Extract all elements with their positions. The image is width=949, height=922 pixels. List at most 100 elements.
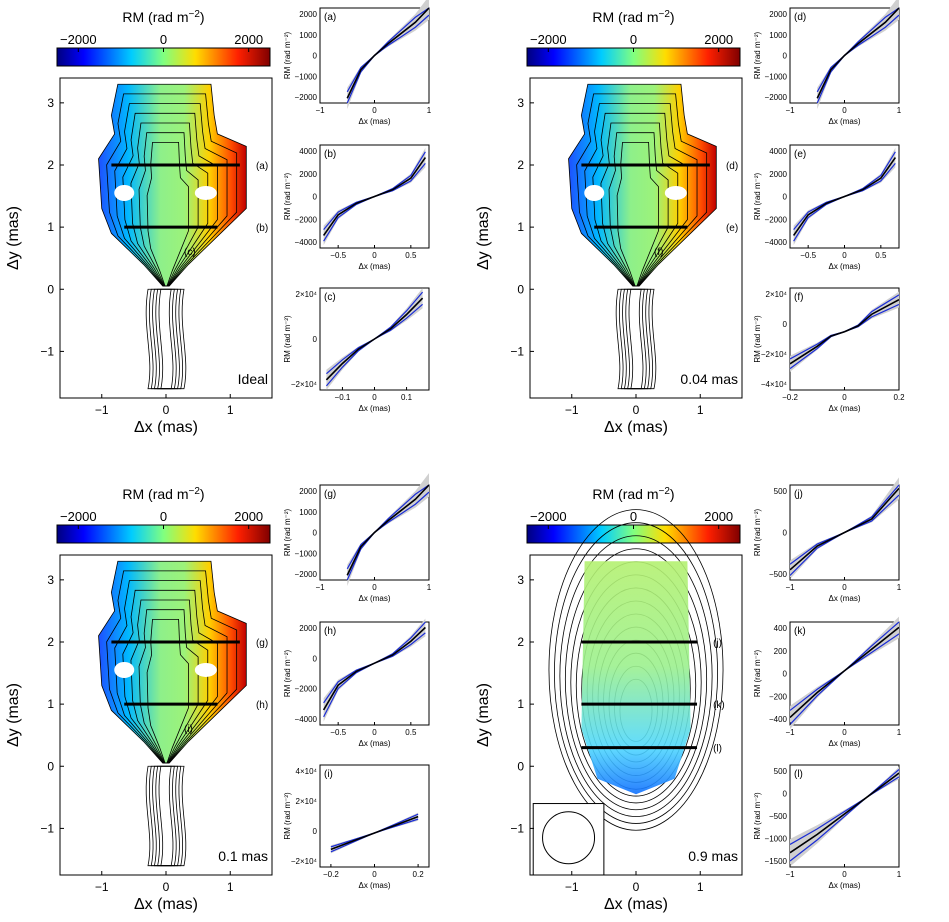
colorbar-label: RM (rad m−2) bbox=[592, 486, 674, 503]
y-tick-label: −1500 bbox=[765, 857, 788, 866]
rm-profile-blue bbox=[816, 7, 900, 104]
uncertainty-band bbox=[347, 473, 429, 586]
contour bbox=[114, 580, 228, 764]
rm-profile-blue bbox=[789, 769, 900, 862]
y-tick-label: 2000 bbox=[299, 10, 317, 19]
y-axis-label: RM (rad m⁻²) bbox=[283, 509, 292, 557]
x-tick-label: 1 bbox=[697, 403, 704, 417]
y-tick-label: 2000 bbox=[769, 10, 787, 19]
rm-model-line bbox=[789, 772, 900, 854]
subplot-label: (a) bbox=[324, 12, 336, 23]
x-tick-label: −1 bbox=[315, 106, 325, 115]
x-tick-label: 1 bbox=[427, 106, 432, 115]
x-tick-label: −0.5 bbox=[800, 251, 816, 260]
x-axis-label: Δx (mas) bbox=[828, 594, 860, 603]
x-tick-label: 0 bbox=[372, 728, 377, 737]
cut-label: (b) bbox=[256, 223, 268, 234]
y-tick-label: −2000 bbox=[295, 215, 318, 224]
x-tick-label: −1 bbox=[785, 106, 795, 115]
y-tick-label: 0 bbox=[783, 320, 788, 329]
x-tick-label: 0 bbox=[163, 880, 170, 894]
x-tick-label: −0.5 bbox=[330, 251, 346, 260]
x-tick-label: 1 bbox=[897, 106, 902, 115]
contour bbox=[592, 112, 688, 287]
y-tick-label: 1 bbox=[47, 220, 54, 234]
subplot-label: (g) bbox=[324, 489, 336, 500]
y-tick-label: −1 bbox=[510, 344, 524, 358]
colorbar-tick-label: −2000 bbox=[530, 32, 567, 47]
y-tick-label: −2000 bbox=[295, 685, 318, 694]
x-tick-label: 1 bbox=[897, 728, 902, 737]
y-tick-label: 0 bbox=[313, 654, 318, 663]
subplot-label: (l) bbox=[794, 769, 803, 780]
y-tick-label: 2 bbox=[47, 158, 54, 172]
rm-profile-blue bbox=[789, 776, 900, 845]
y-tick-label: 0 bbox=[517, 282, 524, 296]
x-tick-label: 0 bbox=[633, 880, 640, 894]
y-tick-label: 1 bbox=[47, 697, 54, 711]
x-axis-label: Δx (mas) bbox=[358, 117, 390, 126]
contour bbox=[554, 522, 718, 824]
contour bbox=[600, 122, 679, 287]
y-tick-label: 0 bbox=[313, 52, 318, 61]
y-axis-label: Δy (mas) bbox=[475, 683, 492, 747]
subplot-h: (h) −0.5 0 0.5 2000 0 −2000 −4000 Δx (mas) RM (ra… bbox=[283, 618, 430, 748]
y-tick-label: −4000 bbox=[295, 238, 318, 247]
y-axis-label: RM (rad m⁻²) bbox=[753, 173, 762, 221]
y-tick-label: 0 bbox=[783, 52, 788, 61]
colorbar-label: RM (rad m−2) bbox=[122, 486, 204, 503]
cut-label: (c) bbox=[184, 247, 196, 258]
subplot-k: (k) −1 0 1 400 200 0 −200 −400 Δx (mas) RM (rad m⁻… bbox=[753, 616, 902, 748]
x-axis-label: Δx (mas) bbox=[358, 594, 390, 603]
counterjet-contour bbox=[145, 765, 187, 867]
subplot-a: (a) −1 0 1 2000 1000 0 −1000 −2000 Δx (mas) RM (ra… bbox=[283, 0, 432, 126]
subplot-b: (b) −0.5 0 0.5 4000 2000 0 −2000 −4000 Δx (mas) RM… bbox=[283, 144, 430, 271]
subplot-l: (l) −1 0 1 500 0 −500 −1000 −1500 Δx (mas) RM (rad… bbox=[753, 764, 902, 890]
counterjet-contour bbox=[145, 288, 187, 390]
y-tick-label: −500 bbox=[769, 570, 788, 579]
x-tick-label: 0 bbox=[372, 106, 377, 115]
contour bbox=[146, 618, 189, 764]
y-tick-label: 3 bbox=[47, 573, 54, 587]
y-tick-label: 2×10⁴ bbox=[766, 290, 788, 299]
subplot-f: (f) −0.2 0 0.2 2×10⁴ 0 −2×10⁴ −4×10⁴ Δx (mas) RM … bbox=[753, 287, 905, 413]
x-tick-label: 0.2 bbox=[413, 870, 425, 879]
contour bbox=[568, 83, 717, 287]
y-tick-label: 3 bbox=[47, 96, 54, 110]
rm-model-line bbox=[346, 484, 430, 576]
cut-label: (h) bbox=[256, 700, 268, 711]
y-tick-label: 0 bbox=[783, 529, 788, 538]
y-axis-label: RM (rad m⁻²) bbox=[283, 32, 292, 80]
subplot-label: (b) bbox=[324, 149, 336, 160]
colorbar-tick-label: 2000 bbox=[234, 32, 263, 47]
x-axis-label: Δx (mas) bbox=[604, 419, 668, 436]
colorbar-label: RM (rad m−2) bbox=[592, 9, 674, 26]
contour bbox=[584, 103, 698, 287]
x-axis-label: Δx (mas) bbox=[358, 739, 390, 748]
x-tick-label: 1 bbox=[897, 870, 902, 879]
x-tick-label: 0 bbox=[842, 393, 847, 402]
y-axis-label: RM (rad m⁻²) bbox=[753, 792, 762, 840]
y-tick-label: −1000 bbox=[765, 835, 788, 844]
x-axis-label: Δx (mas) bbox=[358, 262, 390, 271]
colorbar-tick-label: −2000 bbox=[60, 32, 97, 47]
x-tick-label: −1 bbox=[785, 870, 795, 879]
y-tick-label: −1 bbox=[40, 821, 54, 835]
subplot-label: (d) bbox=[794, 12, 806, 23]
y-axis-label: RM (rad m⁻²) bbox=[753, 509, 762, 557]
x-tick-label: 0 bbox=[842, 583, 847, 592]
y-tick-label: 0 bbox=[313, 827, 318, 836]
x-tick-label: −1 bbox=[785, 728, 795, 737]
y-tick-label: −2×10⁴ bbox=[291, 857, 318, 866]
subplot-label: (f) bbox=[794, 292, 803, 303]
y-axis-label: RM (rad m⁻²) bbox=[283, 315, 292, 363]
contour bbox=[122, 112, 218, 287]
blank-region bbox=[114, 184, 135, 201]
x-tick-label: −1 bbox=[315, 583, 325, 592]
y-tick-label: 500 bbox=[774, 767, 788, 776]
x-axis-label: Δx (mas) bbox=[134, 419, 198, 436]
x-tick-label: −1 bbox=[95, 403, 109, 417]
x-tick-label: −0.2 bbox=[782, 393, 798, 402]
contour bbox=[114, 103, 228, 287]
